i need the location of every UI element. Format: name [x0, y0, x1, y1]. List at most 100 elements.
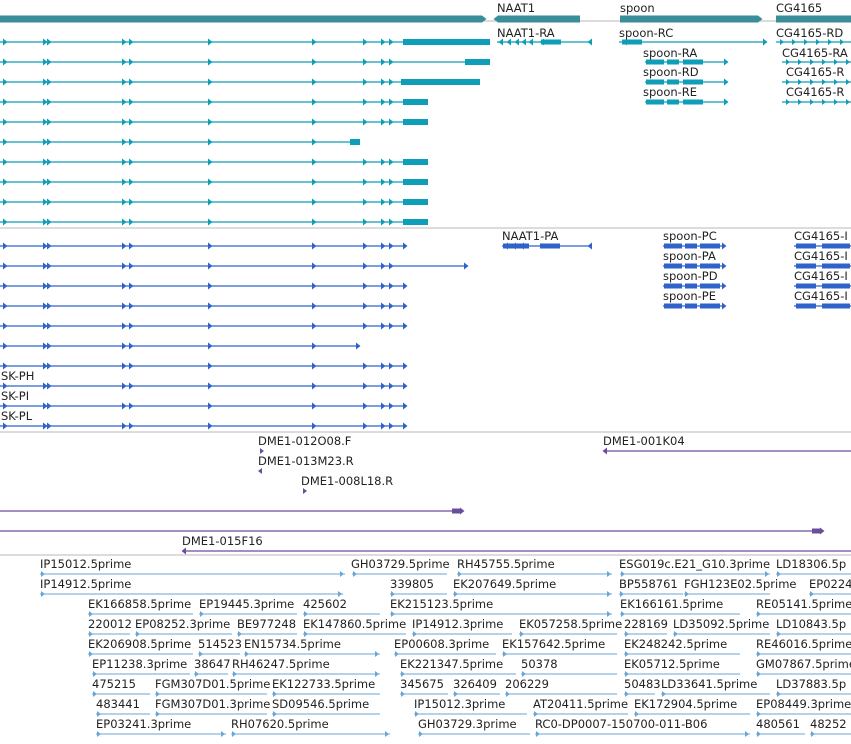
strand-arrow-icon[interactable] — [403, 242, 408, 250]
protein-label[interactable]: CG4165-I — [794, 269, 848, 283]
strand-arrow-icon[interactable] — [129, 322, 134, 330]
strand-arrow-icon[interactable] — [363, 178, 368, 186]
exon-box[interactable] — [822, 283, 850, 289]
strand-arrow-icon[interactable] — [122, 218, 127, 226]
strand-arrow-icon[interactable] — [521, 38, 527, 46]
strand-arrow-icon[interactable] — [93, 691, 97, 697]
strand-arrow-icon[interactable] — [238, 631, 242, 637]
strand-arrow-icon[interactable] — [43, 158, 48, 166]
protein-label[interactable]: SK-PH — [1, 369, 34, 383]
strand-arrow-icon[interactable] — [156, 691, 160, 697]
est-label[interactable]: EK172904.5prime — [634, 697, 737, 711]
strand-arrow-icon[interactable] — [122, 322, 127, 330]
strand-arrow-icon[interactable] — [822, 99, 826, 105]
strand-arrow-icon[interactable] — [221, 731, 225, 737]
exon-box[interactable] — [683, 79, 703, 85]
strand-arrow-icon[interactable] — [122, 38, 127, 46]
strand-arrow-icon[interactable] — [587, 38, 593, 46]
exon-box[interactable] — [540, 243, 560, 249]
strand-arrow-icon[interactable] — [43, 362, 48, 370]
strand-arrow-icon[interactable] — [43, 282, 48, 290]
exon-box[interactable] — [401, 79, 480, 85]
strand-arrow-icon[interactable] — [122, 362, 127, 370]
strand-arrow-icon[interactable] — [208, 382, 213, 390]
est-label[interactable]: LD18306.5p — [776, 557, 846, 571]
protein-label[interactable]: SK-PI — [1, 389, 29, 403]
strand-arrow-icon[interactable] — [363, 422, 368, 430]
strand-arrow-icon[interactable] — [312, 362, 317, 370]
strand-arrow-icon[interactable] — [129, 282, 134, 290]
strand-arrow-icon[interactable] — [798, 99, 802, 105]
strand-arrow-icon[interactable] — [621, 571, 625, 577]
est-label[interactable]: EP0224 — [809, 577, 851, 591]
strand-arrow-icon[interactable] — [208, 218, 213, 226]
est-label[interactable]: 345675 — [400, 677, 444, 691]
strand-arrow-icon[interactable] — [181, 547, 187, 555]
est-label[interactable]: 326409 — [453, 677, 497, 691]
strand-arrow-icon[interactable] — [195, 671, 199, 677]
est-label[interactable]: 38647 — [194, 657, 231, 671]
strand-arrow-icon[interactable] — [385, 731, 389, 737]
exon-box[interactable] — [646, 59, 664, 65]
strand-arrow-icon[interactable] — [724, 58, 729, 66]
strand-arrow-icon[interactable] — [635, 711, 639, 717]
strand-arrow-icon[interactable] — [381, 38, 386, 46]
exon-box[interactable] — [667, 99, 679, 105]
exon-box[interactable] — [403, 159, 428, 165]
protein-label[interactable]: NAAT1-PA — [502, 229, 558, 243]
strand-arrow-icon[interactable] — [536, 731, 540, 737]
strand-arrow-icon[interactable] — [534, 711, 538, 717]
transcript-label[interactable]: spoon-RA — [643, 46, 697, 60]
strand-arrow-icon[interactable] — [607, 611, 611, 617]
strand-arrow-icon[interactable] — [622, 38, 628, 46]
transcript-label[interactable]: CG4165-R — [786, 65, 844, 79]
strand-arrow-icon[interactable] — [381, 98, 386, 106]
exon-box[interactable] — [796, 283, 816, 289]
strand-arrow-icon[interactable] — [122, 422, 127, 430]
strand-arrow-icon[interactable] — [804, 39, 808, 45]
est-features[interactable] — [40, 571, 851, 737]
strand-arrow-icon[interactable] — [3, 78, 8, 86]
strand-arrow-icon[interactable] — [625, 651, 629, 657]
strand-arrow-icon[interactable] — [389, 58, 394, 66]
strand-arrow-icon[interactable] — [312, 198, 317, 206]
gene-label-cg4165[interactable]: CG4165 — [776, 1, 822, 15]
strand-arrow-icon[interactable] — [208, 98, 213, 106]
strand-arrow-icon[interactable] — [722, 242, 727, 250]
strand-arrow-icon[interactable] — [129, 402, 134, 410]
strand-arrow-icon[interactable] — [758, 15, 763, 23]
est-label[interactable]: IP14912.5prime — [40, 577, 131, 591]
strand-arrow-icon[interactable] — [403, 362, 408, 370]
exon-box[interactable] — [822, 243, 850, 249]
strand-arrow-icon[interactable] — [389, 302, 394, 310]
strand-arrow-icon[interactable] — [47, 118, 52, 126]
est-label[interactable]: FGH123E02.5prime — [684, 577, 797, 591]
est-label[interactable]: EN15734.5prime — [244, 637, 341, 651]
transcript-label[interactable]: CG4165-R — [786, 85, 844, 99]
transcript-label[interactable]: spoon-RD — [643, 65, 699, 79]
strand-arrow-icon[interactable] — [520, 631, 524, 637]
strand-arrow-icon[interactable] — [47, 38, 52, 46]
strand-arrow-icon[interactable] — [811, 731, 815, 737]
clone-label[interactable]: DME1-015F16 — [182, 534, 263, 548]
strand-arrow-icon[interactable] — [522, 671, 526, 677]
strand-arrow-icon[interactable] — [757, 671, 761, 677]
exon-box[interactable] — [683, 99, 703, 105]
strand-arrow-icon[interactable] — [41, 591, 45, 597]
strand-arrow-icon[interactable] — [47, 362, 52, 370]
exon-box[interactable] — [403, 99, 428, 105]
est-label[interactable]: EK147860.5prime — [303, 617, 406, 631]
est-label[interactable]: EP08252.3prime — [135, 617, 230, 631]
strand-arrow-icon[interactable] — [625, 671, 629, 677]
clone-label[interactable]: DME1-008L18.R — [301, 474, 393, 488]
strand-arrow-icon[interactable] — [122, 178, 127, 186]
transcript-rows[interactable] — [0, 38, 851, 226]
est-label[interactable]: GH03729.5prime — [351, 557, 450, 571]
strand-arrow-icon[interactable] — [312, 118, 317, 126]
clone-label[interactable]: DME1-001K04 — [603, 434, 685, 448]
strand-arrow-icon[interactable] — [810, 59, 814, 65]
strand-arrow-icon[interactable] — [464, 262, 469, 270]
strand-arrow-icon[interactable] — [156, 711, 160, 717]
strand-arrow-icon[interactable] — [765, 571, 769, 577]
strand-arrow-icon[interactable] — [43, 402, 48, 410]
